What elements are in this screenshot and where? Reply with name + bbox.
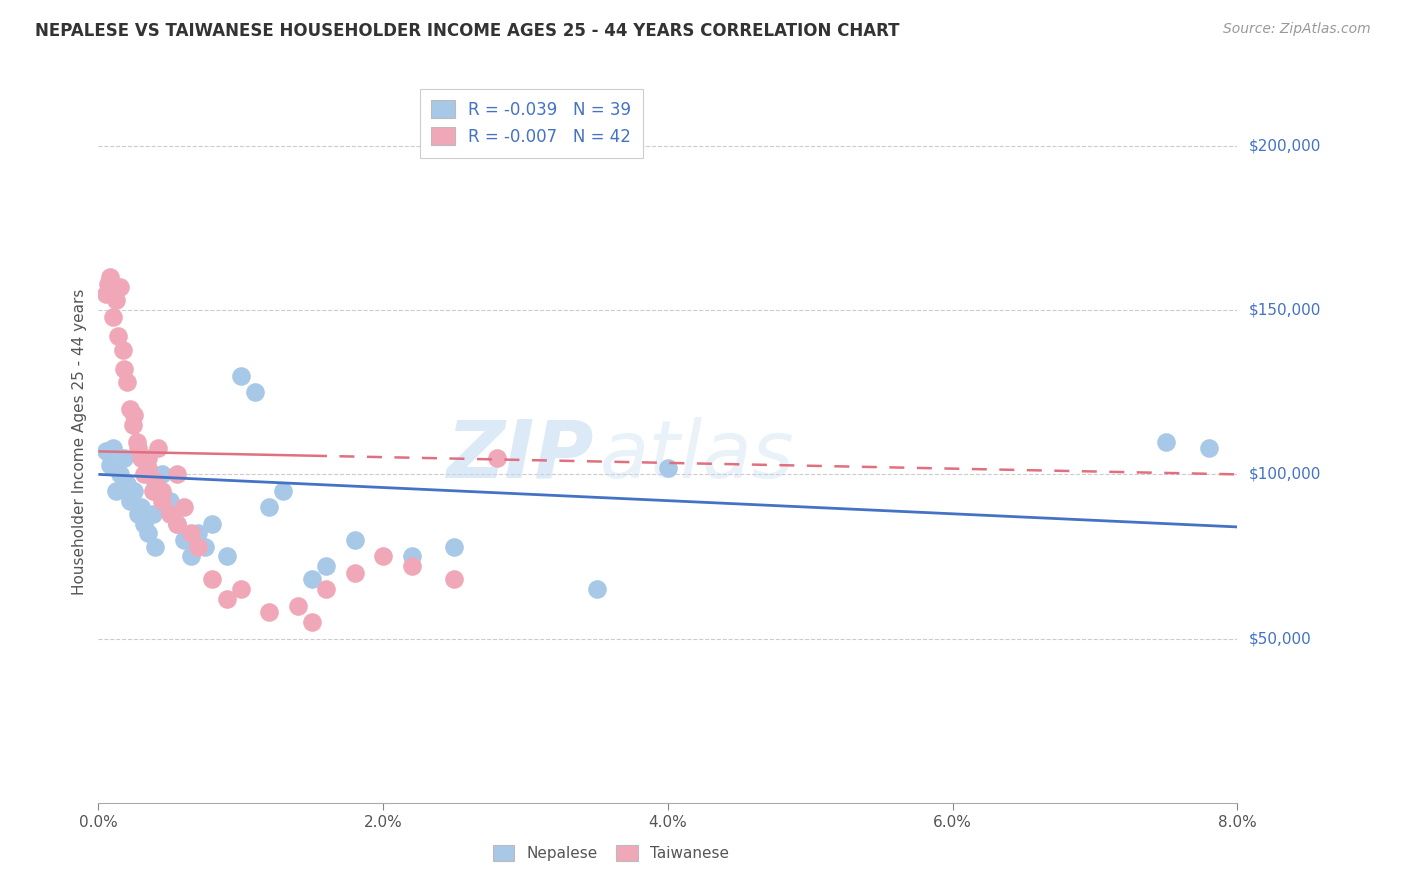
Text: $50,000: $50,000 — [1249, 632, 1312, 646]
Point — [136, 450, 159, 465]
Point — [97, 277, 120, 291]
Point — [657, 460, 679, 475]
Text: NEPALESE VS TAIWANESE HOUSEHOLDER INCOME AGES 25 - 44 YEARS CORRELATION CHART: NEPALESE VS TAIWANESE HOUSEHOLDER INCOME… — [35, 22, 900, 40]
Point — [101, 310, 124, 324]
Point — [115, 376, 138, 390]
Y-axis label: Householder Income Ages 25 - 44 years: Householder Income Ages 25 - 44 years — [72, 288, 87, 595]
Text: $100,000: $100,000 — [1249, 467, 1320, 482]
Point — [259, 605, 281, 619]
Point — [201, 516, 224, 531]
Point — [148, 483, 170, 498]
Point — [215, 549, 238, 564]
Point — [162, 507, 184, 521]
Point — [132, 516, 155, 531]
Point — [108, 467, 131, 482]
Point — [486, 450, 509, 465]
Point — [443, 540, 465, 554]
Point — [166, 516, 188, 531]
Point — [229, 368, 252, 383]
Point — [301, 573, 323, 587]
Point — [141, 507, 163, 521]
Point — [273, 483, 295, 498]
Point — [141, 483, 163, 498]
Point — [229, 582, 252, 597]
Point — [129, 450, 152, 465]
Point — [180, 549, 202, 564]
Point — [1154, 434, 1177, 449]
Text: ZIP: ZIP — [447, 417, 593, 495]
Point — [107, 329, 129, 343]
Point — [101, 441, 124, 455]
Point — [585, 582, 607, 597]
Point — [104, 293, 127, 308]
Point — [118, 493, 141, 508]
Point — [315, 582, 337, 597]
Point — [122, 483, 145, 498]
Point — [132, 467, 155, 482]
Point — [173, 533, 195, 547]
Point — [180, 526, 202, 541]
Point — [443, 573, 465, 587]
Point — [287, 599, 309, 613]
Point — [187, 526, 209, 541]
Point — [401, 549, 423, 564]
Text: $150,000: $150,000 — [1249, 302, 1320, 318]
Point — [159, 507, 181, 521]
Point — [371, 549, 394, 564]
Point — [401, 559, 423, 574]
Point — [145, 474, 167, 488]
Point — [259, 500, 281, 515]
Point — [201, 573, 224, 587]
Point — [243, 385, 266, 400]
Point — [127, 507, 149, 521]
Point — [104, 483, 127, 498]
Point — [301, 615, 323, 630]
Point — [115, 477, 138, 491]
Point — [111, 343, 134, 357]
Point — [343, 566, 366, 580]
Point — [125, 434, 148, 449]
Text: $200,000: $200,000 — [1249, 138, 1320, 153]
Point — [187, 540, 209, 554]
Point — [94, 444, 117, 458]
Point — [194, 540, 217, 554]
Point — [315, 559, 337, 574]
Point — [152, 483, 174, 498]
Point — [94, 286, 117, 301]
Point — [108, 280, 131, 294]
Point — [1198, 441, 1220, 455]
Text: atlas: atlas — [599, 417, 794, 495]
Point — [129, 500, 152, 515]
Text: Source: ZipAtlas.com: Source: ZipAtlas.com — [1223, 22, 1371, 37]
Point — [159, 493, 181, 508]
Point — [122, 409, 145, 423]
Point — [136, 526, 159, 541]
Point — [166, 467, 188, 482]
Point — [152, 493, 174, 508]
Point — [127, 441, 149, 455]
Point — [98, 458, 121, 472]
Point — [343, 533, 366, 547]
Point — [173, 500, 195, 515]
Point — [112, 450, 135, 465]
Point — [152, 467, 174, 482]
Point — [112, 362, 135, 376]
Point — [145, 540, 167, 554]
Legend: Nepalese, Taiwanese: Nepalese, Taiwanese — [486, 838, 735, 867]
Point — [148, 441, 170, 455]
Point — [98, 270, 121, 285]
Point — [166, 516, 188, 531]
Point — [121, 418, 143, 433]
Point — [118, 401, 141, 416]
Point — [136, 460, 159, 475]
Point — [215, 592, 238, 607]
